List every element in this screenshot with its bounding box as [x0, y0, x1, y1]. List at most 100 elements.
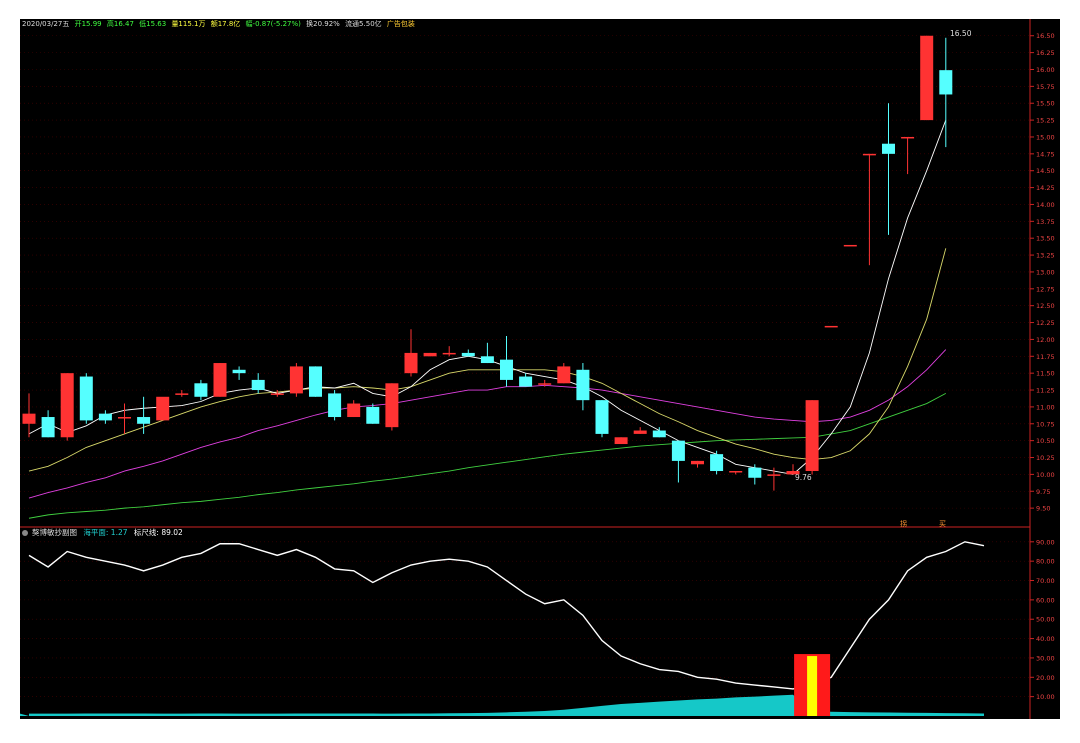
candle-body	[156, 396, 170, 421]
indicator-sea-label: 海平面: 1.27	[83, 528, 128, 537]
price-tick-label: 11.50	[1036, 370, 1055, 378]
candle-body	[213, 363, 227, 397]
indicator-tick-label: 20.00	[1036, 674, 1055, 682]
quote-header: 2020/03/27五 开15.99 高16.47 低15.63 量115.1万…	[22, 19, 418, 29]
price-tick-label: 9.50	[1036, 505, 1050, 513]
candle-body	[939, 70, 953, 95]
candle-body	[710, 454, 724, 472]
candle-body	[519, 376, 533, 387]
candle-body	[576, 369, 590, 401]
candle-body	[843, 244, 857, 247]
candle-body	[882, 143, 895, 154]
candle-body	[500, 359, 513, 380]
price-tick-label: 13.75	[1036, 218, 1055, 226]
high-price-label: 16.50	[950, 29, 972, 38]
candle-body	[289, 366, 303, 394]
chart-window: 2020/03/27五 开15.99 高16.47 低15.63 量115.1万…	[20, 19, 1060, 719]
indicator-tick-label: 30.00	[1036, 654, 1055, 662]
header-high: 高16.47	[106, 20, 134, 28]
candle-body	[671, 440, 685, 461]
ma60-line	[28, 393, 947, 519]
chart-canvas: 9.50 9.75 10.00 10.25 10.50 10.75 11.00 11.25 11…	[20, 19, 1055, 719]
candle-body	[251, 379, 265, 391]
price-tick-label: 12.25	[1036, 319, 1055, 327]
candle-body	[423, 352, 437, 357]
price-tick-label: 13.25	[1036, 252, 1055, 260]
candle-body	[614, 437, 628, 445]
signal-badge-2: 买	[939, 520, 946, 528]
header-volume: 量115.1万	[171, 20, 206, 28]
price-tick-label: 16.25	[1036, 49, 1055, 57]
price-tick-label: 10.50	[1036, 437, 1055, 445]
indicator-ruler-label: 标尺线: 89.02	[133, 528, 183, 537]
candle-body	[691, 460, 704, 465]
candle-body	[652, 430, 666, 438]
candle-body	[633, 430, 647, 434]
header-amount: 额17.8亿	[210, 20, 241, 28]
candle-body	[22, 413, 36, 424]
candle-body	[309, 366, 322, 397]
header-low: 低15.63	[139, 20, 167, 28]
candle-body	[805, 400, 819, 472]
candle-body	[232, 369, 246, 374]
candle-body	[480, 356, 494, 364]
price-tick-label: 14.50	[1036, 167, 1055, 175]
candle-body	[786, 471, 800, 475]
header-float: 流通5.50亿	[345, 20, 382, 28]
ma20-line	[28, 349, 947, 499]
price-tick-label: 11.00	[1036, 403, 1055, 411]
ma10-line	[28, 248, 947, 472]
price-tick-label: 12.75	[1036, 285, 1055, 293]
indicator-tick-label: 50.00	[1036, 616, 1055, 624]
candle-body	[901, 136, 915, 139]
price-tick-label: 14.25	[1036, 184, 1055, 192]
price-tick-label: 14.00	[1036, 201, 1055, 209]
price-tick-label: 12.00	[1036, 336, 1055, 344]
oscillator-line	[28, 541, 985, 690]
candle-body	[118, 417, 131, 419]
indicator-tick-label: 90.00	[1036, 538, 1055, 546]
indicator-settings-icon[interactable]	[22, 530, 28, 536]
price-tick-label: 15.75	[1036, 83, 1055, 91]
indicator-tick-label: 10.00	[1036, 693, 1055, 701]
indicator-tick-label: 80.00	[1036, 558, 1055, 566]
price-tick-label: 11.25	[1036, 387, 1055, 395]
candle-body	[175, 393, 189, 395]
indicator-tick-label: 60.00	[1036, 596, 1055, 604]
signal-bar-inner	[807, 656, 818, 716]
candle-body	[60, 373, 74, 438]
candle-body	[194, 383, 208, 397]
price-tick-label: 15.50	[1036, 100, 1055, 108]
price-tick-label: 16.00	[1036, 66, 1055, 74]
candle-body	[748, 467, 762, 478]
price-tick-label: 13.50	[1036, 235, 1055, 243]
price-tick-label: 9.75	[1036, 488, 1050, 496]
sea-level-area	[20, 694, 984, 716]
price-tick-label: 16.50	[1036, 32, 1055, 40]
price-tick-label: 10.00	[1036, 471, 1055, 479]
indicator-tick-label: 40.00	[1036, 635, 1055, 643]
candle-body	[557, 366, 571, 384]
indicator-header: 獒博敏抄副图 海平面: 1.27 标尺线: 89.02	[22, 528, 187, 538]
price-tick-label: 15.00	[1036, 133, 1055, 141]
price-tick-label: 10.25	[1036, 454, 1055, 462]
candle-body	[385, 383, 399, 428]
candle-body	[404, 352, 418, 374]
candle-body	[461, 352, 475, 357]
price-tick-label: 11.75	[1036, 353, 1055, 361]
candle-body	[270, 393, 284, 395]
candle-body	[41, 417, 55, 438]
price-tick-label: 15.25	[1036, 117, 1055, 125]
indicator-name: 獒博敏抄副图	[32, 528, 77, 537]
candle-body	[442, 352, 456, 355]
candle-body	[595, 400, 609, 434]
indicator-tick-label: 70.00	[1036, 577, 1055, 585]
header-change: 幅-0.87(-5.27%)	[245, 20, 301, 28]
candle-body	[729, 471, 743, 473]
header-open: 开15.99	[74, 20, 102, 28]
candle-body	[328, 393, 342, 418]
candle-body	[347, 403, 361, 418]
candle-body	[920, 35, 934, 121]
header-date: 2020/03/27五	[22, 20, 70, 28]
price-tick-label: 13.00	[1036, 268, 1055, 276]
